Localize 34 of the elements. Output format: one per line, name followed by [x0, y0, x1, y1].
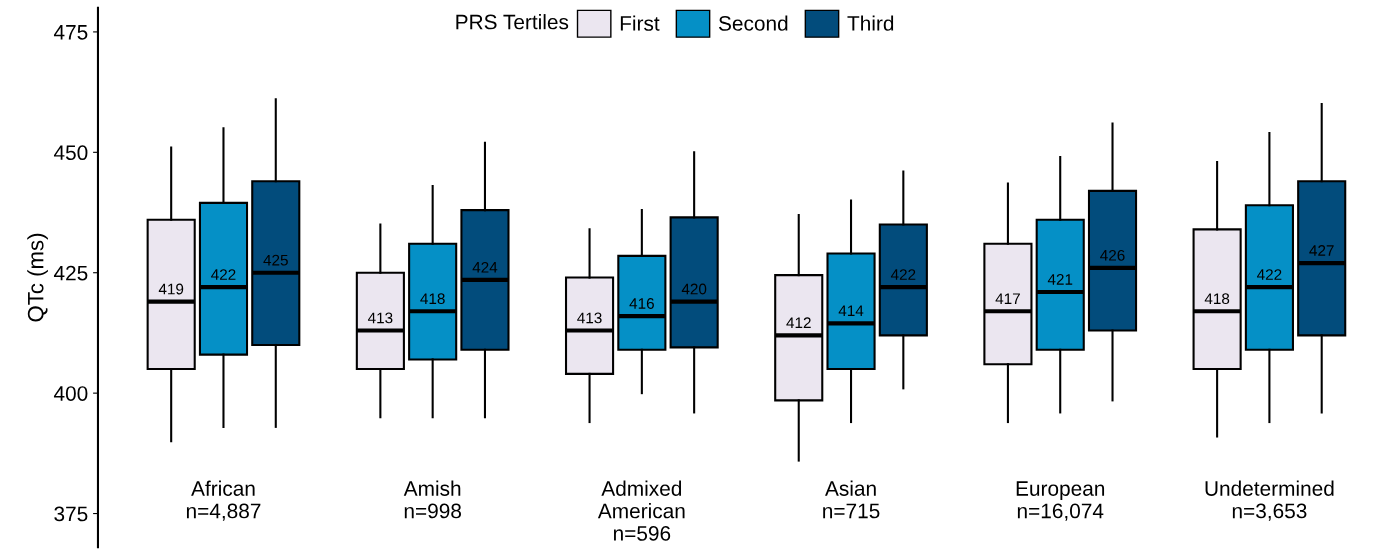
y-tick-label: 375 [54, 506, 88, 522]
x-tick-label: African n=4,887 [186, 480, 261, 521]
text: 426 [1100, 249, 1125, 261]
text: 418 [420, 293, 445, 305]
text: 417 [995, 293, 1020, 304]
text: 421 [1047, 273, 1073, 285]
text: 425 [263, 254, 288, 266]
text: 422 [211, 269, 236, 280]
legend-label: First [620, 15, 660, 31]
x-tick-label: Asian n=715 [823, 480, 880, 519]
x-tick-label: Admixed American n=596 [597, 480, 685, 541]
legend-title: PRS Tertiles [456, 14, 569, 30]
text: 414 [838, 305, 864, 316]
text: 424 [472, 261, 498, 273]
y-tick-label: 450 [53, 145, 88, 161]
text: 413 [577, 312, 602, 324]
legend-label: Second [718, 15, 788, 31]
text: 416 [629, 298, 654, 309]
text: 422 [890, 269, 916, 280]
text: 427 [1309, 245, 1334, 256]
text: 412 [786, 317, 811, 328]
x-tick-label: European n=16,074 [1016, 481, 1105, 521]
text: 419 [158, 283, 184, 295]
y-tick-label: 400 [53, 386, 88, 401]
y-axis-title: QTc (ms) [27, 233, 48, 322]
text: 413 [367, 312, 393, 324]
x-tick-label: Amish n=998 [403, 480, 462, 519]
text: 420 [681, 283, 707, 295]
legend-label: Third [847, 15, 894, 31]
y-tick-label: 425 [53, 265, 88, 281]
text: 418 [1204, 293, 1230, 305]
y-tick-label: 475 [53, 25, 88, 40]
text: 422 [1257, 269, 1282, 280]
x-tick-label: Undetermined n=3,653 [1205, 480, 1334, 521]
